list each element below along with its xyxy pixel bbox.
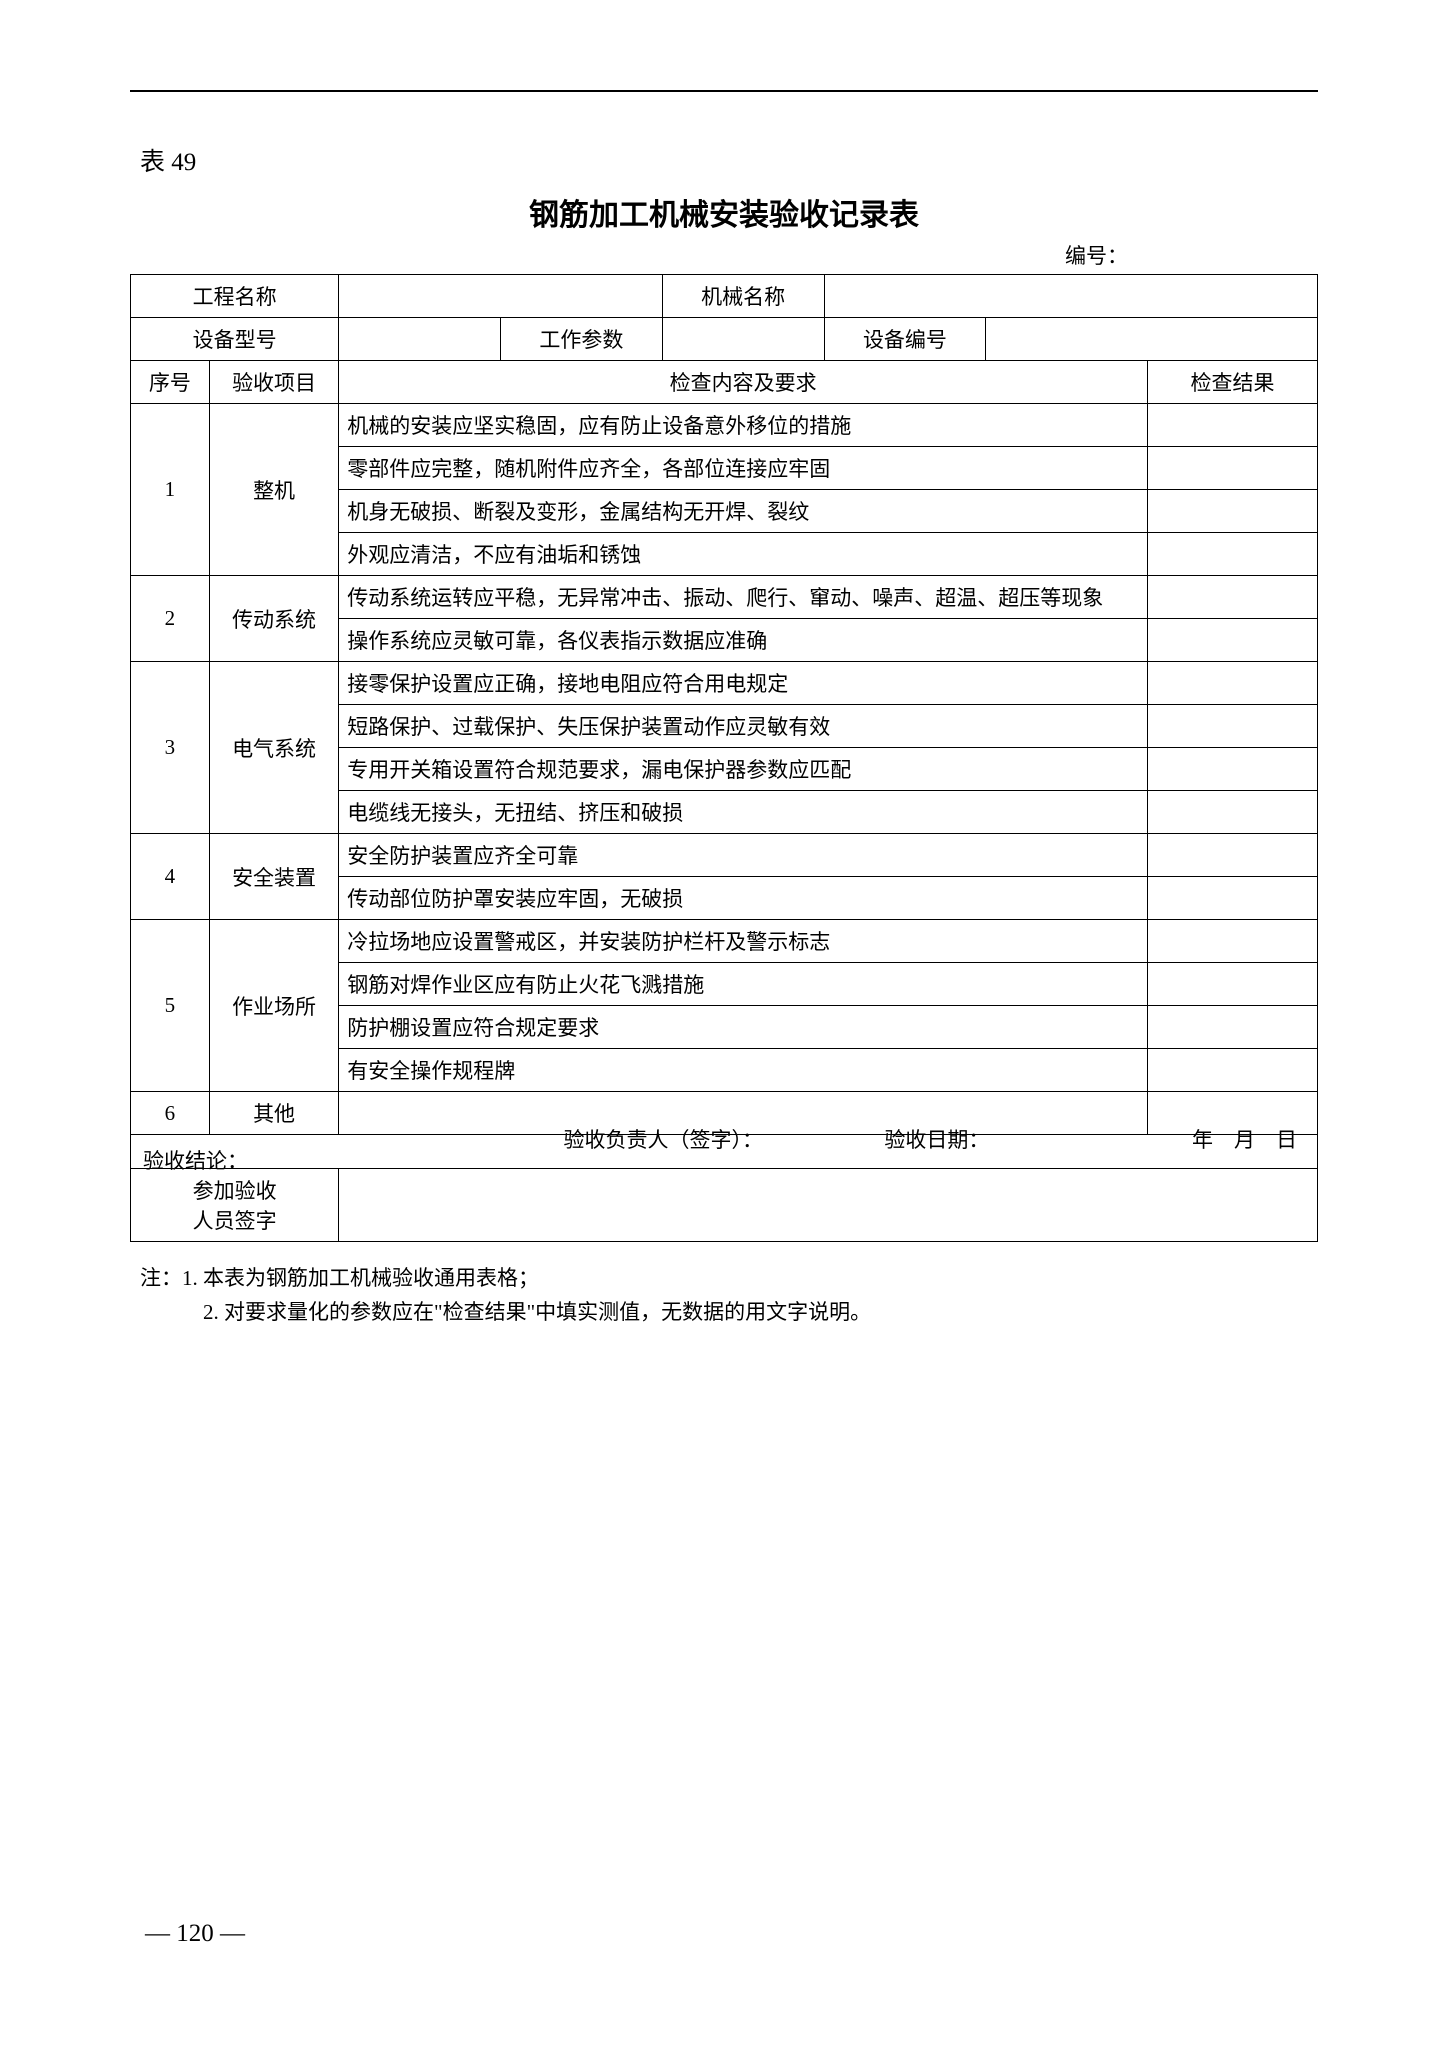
sign-date-format: 年 月 日 (1068, 1124, 1297, 1154)
content-cell: 零部件应完整，随机附件应齐全，各部位连接应牢固 (339, 447, 1148, 490)
value-equip-model[interactable] (339, 318, 501, 361)
notes: 注：1. 本表为钢筋加工机械验收通用表格； 2. 对要求量化的参数应在"检查结果… (130, 1262, 1318, 1329)
label-machine-name: 机械名称 (662, 275, 824, 318)
content-cell: 冷拉场地应设置警戒区，并安装防护栏杆及警示标志 (339, 920, 1148, 963)
top-rule (130, 90, 1318, 92)
value-work-param[interactable] (662, 318, 824, 361)
sign-person-label: 验收负责人（签字）： (564, 1124, 885, 1154)
value-equip-no[interactable] (986, 318, 1318, 361)
content-cell: 传动部位防护罩安装应牢固，无破损 (339, 877, 1148, 920)
value-machine-name[interactable] (824, 275, 1317, 318)
result-cell[interactable] (1148, 533, 1318, 576)
conclusion-cell[interactable]: 验收结论： 验收负责人（签字）： 验收日期： 年 月 日 (131, 1135, 1318, 1169)
content-cell: 有安全操作规程牌 (339, 1049, 1148, 1092)
serial-label: 编号： (130, 240, 1318, 270)
result-cell[interactable] (1148, 705, 1318, 748)
th-result: 检查结果 (1148, 361, 1318, 404)
item-cell: 传动系统 (209, 576, 338, 662)
sign-date-label: 验收日期： (884, 1124, 1067, 1154)
th-content: 检查内容及要求 (339, 361, 1148, 404)
result-cell[interactable] (1148, 447, 1318, 490)
result-cell[interactable] (1148, 748, 1318, 791)
label-equip-no: 设备编号 (824, 318, 986, 361)
content-cell: 外观应清洁，不应有油垢和锈蚀 (339, 533, 1148, 576)
item-cell: 安全装置 (209, 834, 338, 920)
signers-value[interactable] (339, 1169, 1318, 1242)
content-cell: 接零保护设置应正确，接地电阻应符合用电规定 (339, 662, 1148, 705)
result-cell[interactable] (1148, 404, 1318, 447)
seq-cell: 1 (131, 404, 210, 576)
label-work-param: 工作参数 (501, 318, 663, 361)
result-cell[interactable] (1148, 576, 1318, 619)
seq-cell: 3 (131, 662, 210, 834)
result-cell[interactable] (1148, 1006, 1318, 1049)
result-cell[interactable] (1148, 662, 1318, 705)
content-cell: 专用开关箱设置符合规范要求，漏电保护器参数应匹配 (339, 748, 1148, 791)
content-cell: 钢筋对焊作业区应有防止火花飞溅措施 (339, 963, 1148, 1006)
seq-cell: 2 (131, 576, 210, 662)
content-cell: 机械的安装应坚实稳固，应有防止设备意外移位的措施 (339, 404, 1148, 447)
result-cell[interactable] (1148, 920, 1318, 963)
table-label: 表 49 (140, 142, 1318, 178)
label-equip-model: 设备型号 (131, 318, 339, 361)
item-cell: 电气系统 (209, 662, 338, 834)
content-cell: 安全防护装置应齐全可靠 (339, 834, 1148, 877)
seq-cell: 5 (131, 920, 210, 1092)
content-cell: 机身无破损、断裂及变形，金属结构无开焊、裂纹 (339, 490, 1148, 533)
note-1: 1. 本表为钢筋加工机械验收通用表格； (182, 1266, 539, 1290)
note-2: 2. 对要求量化的参数应在"检查结果"中填实测值，无数据的用文字说明。 (203, 1300, 871, 1324)
content-cell: 操作系统应灵敏可靠，各仪表指示数据应准确 (339, 619, 1148, 662)
result-cell[interactable] (1148, 1049, 1318, 1092)
result-cell[interactable] (1148, 877, 1318, 920)
result-cell[interactable] (1148, 619, 1318, 662)
page-title: 钢筋加工机械安装验收记录表 (130, 190, 1318, 234)
item-cell: 作业场所 (209, 920, 338, 1092)
seq-cell: 4 (131, 834, 210, 920)
content-cell: 传动系统运转应平稳，无异常冲击、振动、爬行、窜动、噪声、超温、超压等现象 (339, 576, 1148, 619)
item-cell: 整机 (209, 404, 338, 576)
acceptance-table: 工程名称 机械名称 设备型号 工作参数 设备编号 序号 验收项目 检查内容及要求… (130, 274, 1318, 1242)
result-cell[interactable] (1148, 791, 1318, 834)
page-number: — 120 — (145, 1920, 245, 1948)
content-cell: 防护棚设置应符合规定要求 (339, 1006, 1148, 1049)
th-item: 验收项目 (209, 361, 338, 404)
content-cell: 电缆线无接头，无扭结、挤压和破损 (339, 791, 1148, 834)
value-project-name[interactable] (339, 275, 663, 318)
th-seq: 序号 (131, 361, 210, 404)
result-cell[interactable] (1148, 490, 1318, 533)
label-project-name: 工程名称 (131, 275, 339, 318)
notes-prefix: 注： (140, 1266, 182, 1290)
signers-label: 参加验收 人员签字 (131, 1169, 339, 1242)
result-cell[interactable] (1148, 963, 1318, 1006)
content-cell: 短路保护、过载保护、失压保护装置动作应灵敏有效 (339, 705, 1148, 748)
result-cell[interactable] (1148, 834, 1318, 877)
